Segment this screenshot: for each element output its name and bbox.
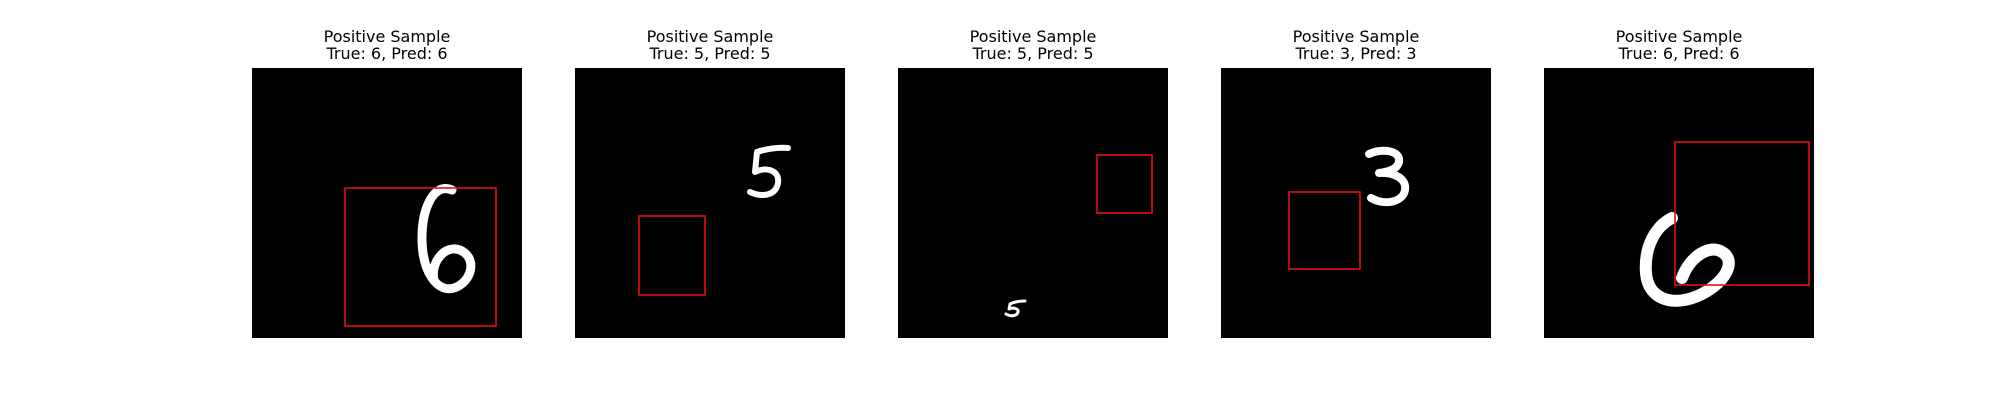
handwritten-digit — [747, 144, 791, 198]
panel-heading: Positive Sample — [646, 27, 774, 46]
panel-heading: Positive Sample — [969, 27, 1097, 46]
sample-panel-4: Positive Sample True: 3, Pred: 3 — [1221, 0, 1491, 400]
panel-heading: Positive Sample — [1615, 27, 1743, 46]
sample-image — [1221, 68, 1491, 338]
panel-heading: Positive Sample — [323, 27, 451, 46]
bounding-box — [1288, 191, 1361, 270]
sample-image — [898, 68, 1168, 338]
handwritten-digit — [417, 184, 476, 294]
sample-panel-1: Positive Sample True: 6, Pred: 6 — [252, 0, 522, 400]
handwritten-digit — [1639, 212, 1735, 307]
panel-title: Positive Sample True: 3, Pred: 3 — [1191, 28, 1521, 62]
bounding-box — [344, 187, 497, 327]
bounding-box — [1096, 154, 1153, 214]
panel-title: Positive Sample True: 6, Pred: 6 — [1514, 28, 1844, 62]
panel-title: Positive Sample True: 5, Pred: 5 — [868, 28, 1198, 62]
sample-panel-5: Positive Sample True: 6, Pred: 6 — [1544, 0, 1814, 400]
handwritten-digit — [1365, 146, 1410, 207]
panel-subtitle: True: 5, Pred: 5 — [649, 44, 771, 63]
panel-subtitle: True: 6, Pred: 6 — [326, 44, 448, 63]
panel-subtitle: True: 5, Pred: 5 — [972, 44, 1094, 63]
panel-title: Positive Sample True: 5, Pred: 5 — [545, 28, 875, 62]
bounding-box — [1674, 141, 1810, 286]
sample-image — [1544, 68, 1814, 338]
handwritten-digit — [1004, 299, 1027, 318]
sample-image — [575, 68, 845, 338]
panel-subtitle: True: 6, Pred: 6 — [1618, 44, 1740, 63]
bounding-box — [638, 215, 706, 296]
sample-image — [252, 68, 522, 338]
panel-subtitle: True: 3, Pred: 3 — [1295, 44, 1417, 63]
sample-panel-3: Positive Sample True: 5, Pred: 5 — [898, 0, 1168, 400]
sample-panel-2: Positive Sample True: 5, Pred: 5 — [575, 0, 845, 400]
panel-heading: Positive Sample — [1292, 27, 1420, 46]
panel-title: Positive Sample True: 6, Pred: 6 — [222, 28, 552, 62]
